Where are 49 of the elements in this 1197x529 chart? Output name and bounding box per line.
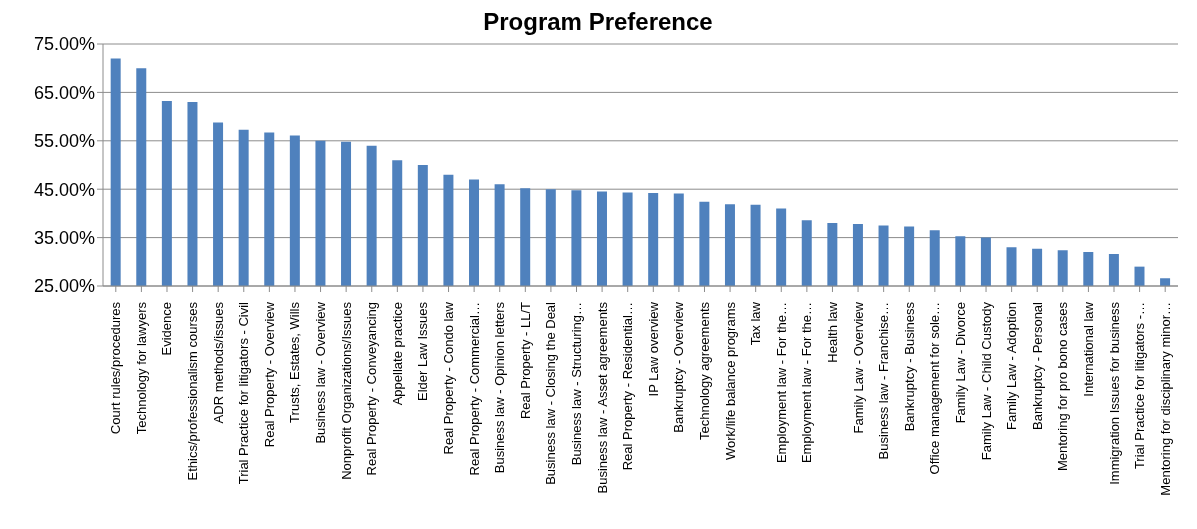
x-tick-label: Ethics/professionalism courses — [185, 301, 201, 481]
x-tick-label: Technology for lawyers — [133, 301, 149, 435]
x-tick-label: Office management for sole… — [927, 302, 943, 475]
x-tick-label: Real Property - LL/T — [517, 301, 533, 420]
x-tick-label: Technology agreements — [696, 301, 712, 441]
y-tick-label: 35.00% — [33, 227, 95, 248]
x-tick-label: Real Property - Conveyancing — [364, 302, 380, 476]
y-tick-label: 65.00% — [33, 82, 95, 103]
x-tick-label: Real Property - Overview — [261, 301, 277, 448]
x-tick-label: ADR methods/issues — [210, 301, 226, 424]
x-tick-label: Business law - Overview — [313, 301, 329, 444]
x-tick-label: Bankruptcy - Overview — [671, 301, 687, 433]
x-tick-label: Evidence — [159, 302, 175, 356]
x-tick-label: Family Law - Adoption — [1004, 302, 1020, 430]
x-tick-label: Business law - Structuring… — [569, 302, 585, 466]
x-tick-label: Family Law - Overview — [850, 301, 866, 434]
x-tick-label: Health law — [824, 301, 840, 363]
x-tick-label: Trusts, Estates, Wills — [287, 301, 303, 423]
x-tick-label: IP Law overview — [645, 301, 661, 397]
x-tick-label: Bankruptcy - Personal — [1029, 301, 1045, 430]
x-tick-label: Real Property - Condo law — [441, 301, 457, 455]
y-tick-label: 75.00% — [33, 34, 95, 55]
x-tick-label: Family Law - Divorce — [952, 302, 968, 424]
x-tick-label: Tax law — [748, 301, 764, 346]
y-tick-label: 45.00% — [33, 179, 95, 200]
x-tick-label: Trial Practice for litigators - Civil — [236, 301, 252, 485]
x-tick-label: Nonprofit Organizations/Issues — [338, 301, 354, 480]
x-tick-label: Work/life balance programs — [722, 301, 738, 460]
x-tick-label: Business law - Asset agreements — [594, 301, 610, 494]
x-tick-label: Elder Law Issues — [415, 301, 431, 401]
y-tick-label: 55.00% — [33, 131, 95, 152]
chart-title: Program Preference — [482, 8, 714, 36]
x-tick-label: Mentoring for disciplinary minor… — [1157, 302, 1173, 496]
x-tick-label: Court rules/procedures — [108, 301, 124, 435]
x-tick-label: Family Law - Child Custody — [978, 301, 994, 461]
x-tick-label: Business law - Opinion letters — [492, 301, 508, 474]
x-tick-label: Business law - Franchise… — [876, 302, 892, 460]
x-tick-label: Appellate practice — [389, 302, 405, 406]
x-tick-label: Mentoring for pro bono cases — [1055, 301, 1071, 472]
x-tick-label: Business law - Closing the Deal — [543, 301, 559, 485]
y-tick-label: 25.00% — [33, 276, 95, 297]
x-tick-label: International law — [1080, 301, 1096, 397]
x-tick-label: Real Property - Residential… — [620, 302, 636, 471]
x-tick-label: Employment law - For the… — [773, 302, 789, 464]
x-tick-label: Employment law - For the… — [799, 302, 815, 464]
x-tick-label: Immigration Issues for business — [1106, 301, 1122, 485]
x-tick-label: Bankruptcy - Business — [901, 301, 917, 432]
x-tick-label: Trial Practice for litigators -… — [1132, 302, 1148, 470]
x-tick-label: Real Property - Commercial… — [466, 302, 482, 476]
